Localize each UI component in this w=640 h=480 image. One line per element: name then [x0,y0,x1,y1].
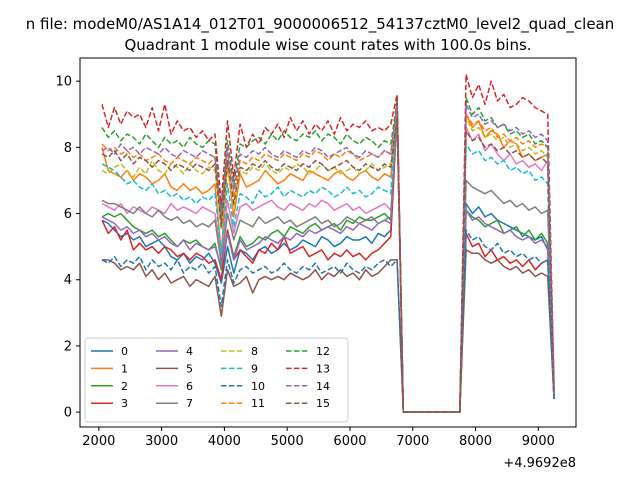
x-tick-label: 7000 [396,434,429,449]
legend-label-3: 3 [121,397,128,410]
legend-label-10: 10 [251,380,265,393]
series-line-13 [101,73,555,413]
series-line-9 [101,103,555,413]
legend-label-12: 12 [316,345,330,358]
x-tick-label: 5000 [271,434,304,449]
legend-label-6: 6 [186,380,193,393]
series-line-0 [101,103,555,413]
legend-label-14: 14 [316,380,330,393]
y-tick-label: 0 [64,406,72,421]
x-tick-label: 8000 [459,434,492,449]
series-line-4 [101,100,555,413]
series-line-12 [101,96,555,413]
series-line-11 [101,106,555,413]
x-tick-label: 2000 [82,434,115,449]
y-tick-label: 4 [64,273,72,288]
legend-label-8: 8 [251,345,258,358]
series-line-15 [101,116,555,413]
series-line-3 [101,113,555,413]
series-line-10 [101,229,555,413]
x-axis: 2000 3000 4000 5000 6000 7000 8000 9000 [82,427,555,449]
axes-frame [79,57,577,428]
legend-label-5: 5 [186,362,193,375]
y-tick-label: 10 [55,75,72,90]
axes-title: Quadrant 1 module wise count rates with … [124,36,531,54]
legend-label-1: 1 [121,362,128,375]
legend-label-9: 9 [251,362,258,375]
x-tick-label: 9000 [522,434,555,449]
y-axis: 0 2 4 6 8 10 [55,75,80,421]
legend-label-2: 2 [121,380,128,393]
x-offset-label: +4.9692e8 [503,456,576,471]
y-tick-label: 6 [64,207,72,222]
y-tick-label: 2 [64,339,72,354]
series-line-6 [101,116,555,413]
legend-frame [84,337,349,423]
legend-label-0: 0 [121,345,128,358]
series-line-5 [102,249,555,413]
figure-suptitle: n file: modeM0/AS1A14_012T01_9000006512_… [26,15,615,34]
y-tick-label: 8 [64,141,72,156]
legend-label-15: 15 [316,397,330,410]
x-tick-label: 6000 [333,434,366,449]
legend-label-4: 4 [186,345,193,358]
x-tick-label: 3000 [145,434,178,449]
series-layer [101,73,555,413]
legend-label-7: 7 [186,397,193,410]
legend-label-11: 11 [251,397,265,410]
plot-area [101,73,555,413]
x-tick-label: 4000 [208,434,241,449]
legend-label-13: 13 [316,362,330,375]
series-line-7 [101,113,555,413]
